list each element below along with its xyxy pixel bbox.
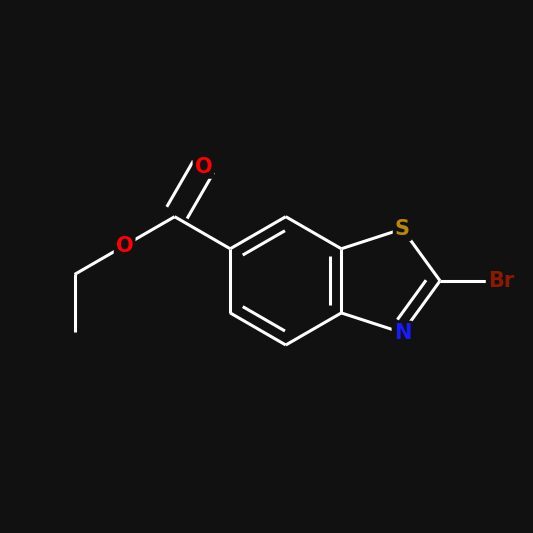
Text: O: O	[116, 236, 133, 255]
Text: O: O	[195, 157, 212, 176]
Text: S: S	[395, 219, 410, 239]
Text: N: N	[394, 323, 411, 343]
Text: Br: Br	[488, 271, 514, 291]
